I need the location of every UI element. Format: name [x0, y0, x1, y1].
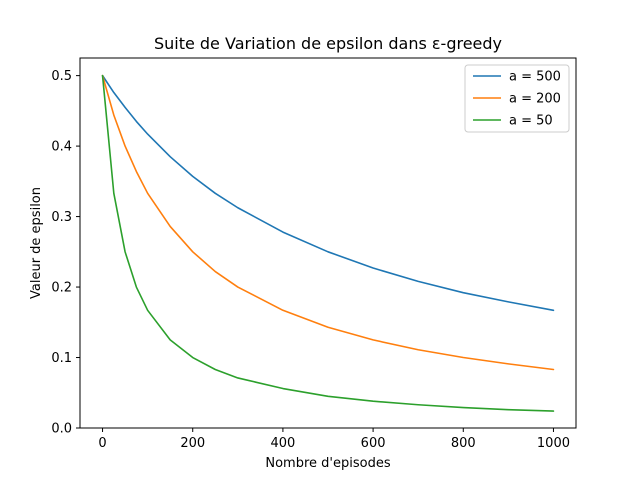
y-tick-label: 0.0	[51, 422, 72, 437]
x-axis-label: Nombre d'episodes	[265, 456, 390, 471]
x-tick-label: 1000	[537, 436, 570, 451]
x-tick-label: 200	[180, 436, 205, 451]
series-line-1	[101, 74, 555, 312]
series-line-2	[101, 74, 555, 371]
series-group	[101, 74, 555, 412]
plot-area	[79, 57, 577, 429]
legend-label-2: a = 200	[509, 92, 561, 107]
chart-title: Suite de Variation de epsilon dans ε-gre…	[154, 34, 502, 53]
x-axis-ticks: 0 200 400 600 800 1000	[98, 428, 570, 451]
y-tick-label: 0.4	[51, 140, 72, 155]
x-tick-label: 0	[98, 436, 106, 451]
plot-frame	[79, 57, 577, 429]
y-tick-label: 0.5	[51, 69, 72, 84]
x-tick-label: 400	[270, 436, 295, 451]
x-tick-label: 800	[451, 436, 476, 451]
y-tick-label: 0.1	[51, 351, 72, 366]
legend-box	[464, 64, 570, 133]
legend: a = 500 a = 200 a = 50	[464, 64, 570, 133]
series-line-3	[101, 74, 555, 412]
y-axis-label: Valeur de epsilon	[29, 187, 44, 299]
y-tick-label: 0.3	[51, 210, 72, 225]
x-tick-label: 600	[361, 436, 386, 451]
legend-label-1: a = 500	[509, 70, 561, 85]
y-axis-ticks: 0.0 0.1 0.2 0.3 0.4 0.5	[51, 69, 80, 437]
y-tick-label: 0.2	[51, 281, 72, 296]
legend-label-3: a = 50	[509, 114, 553, 129]
